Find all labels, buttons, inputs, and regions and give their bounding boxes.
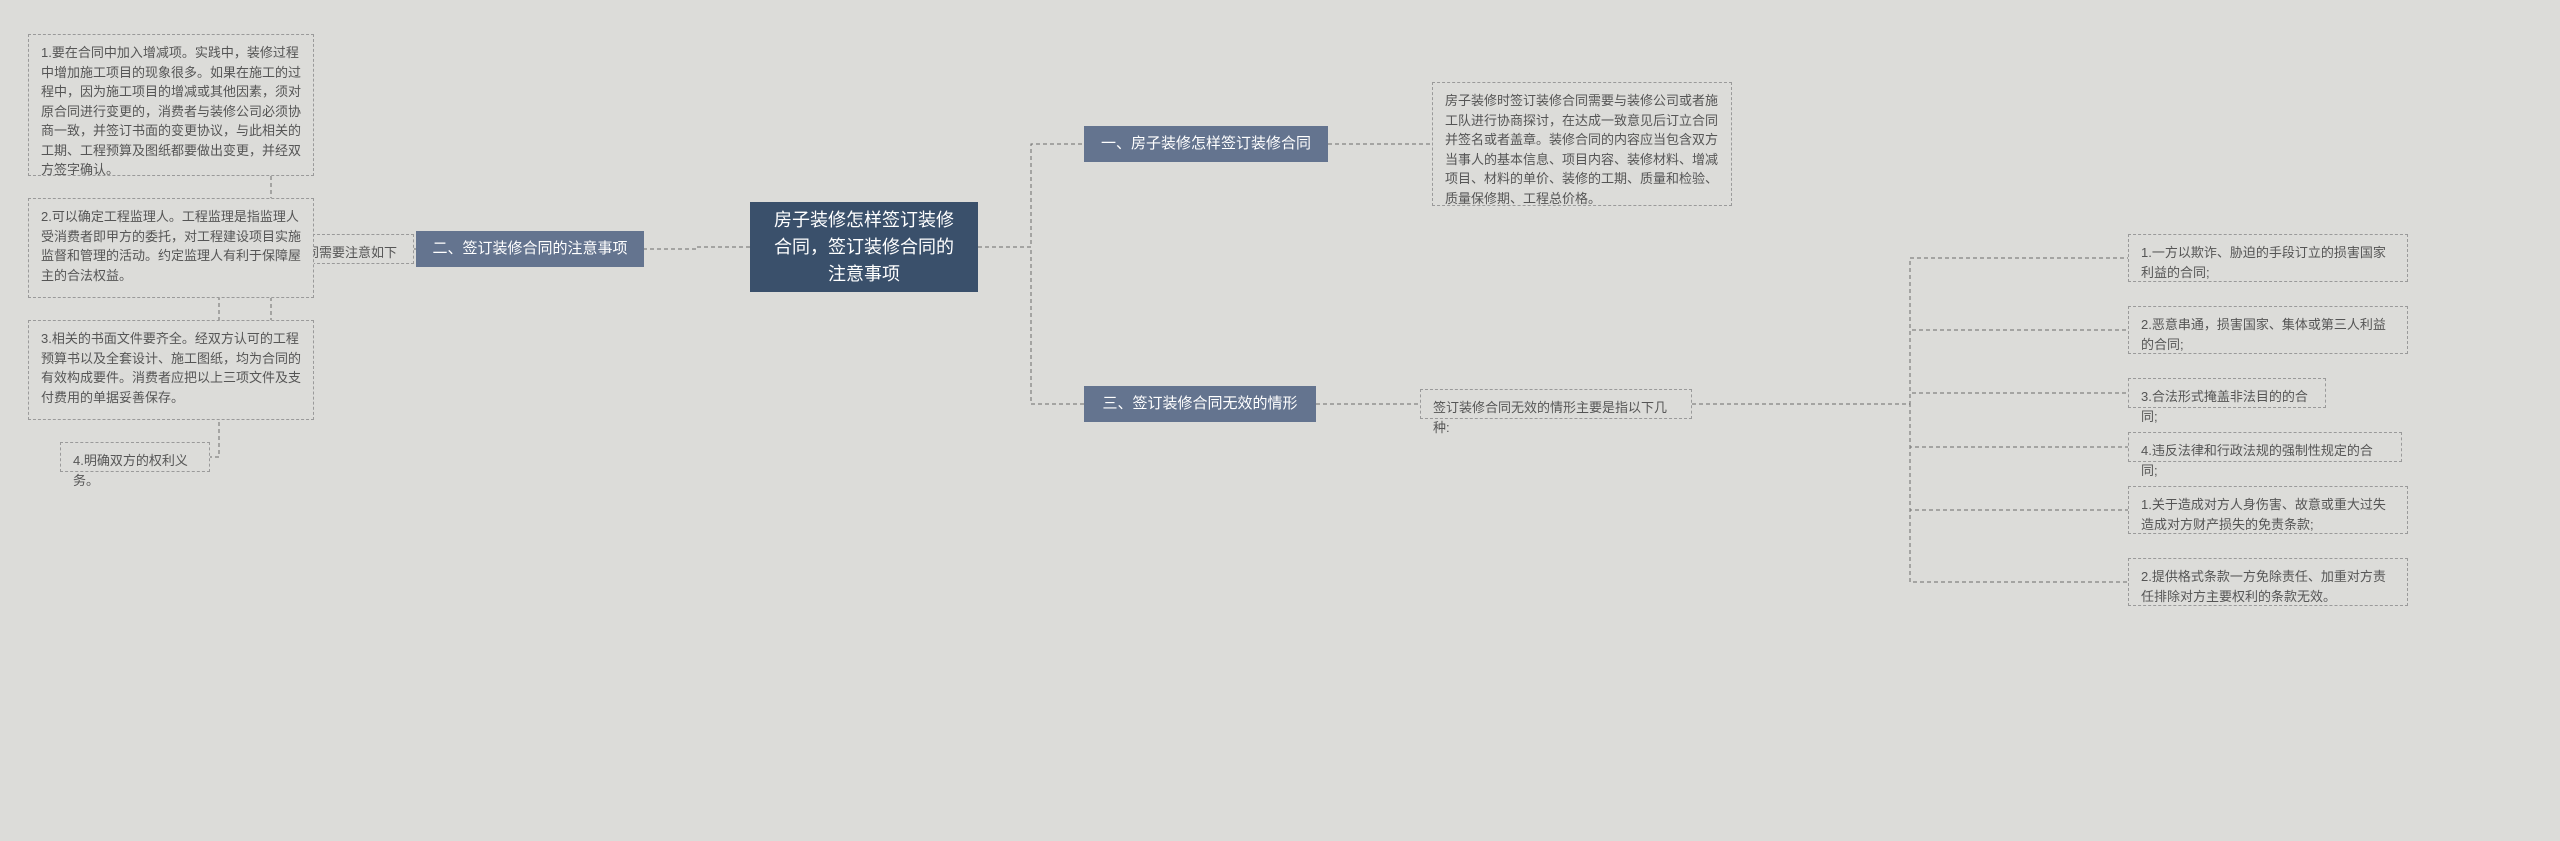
branch-3-leaf-6: 2.提供格式条款一方免除责任、加重对方责任排除对方主要权利的条款无效。 (2128, 558, 2408, 606)
branch-3-leaf-1: 1.一方以欺诈、胁迫的手段订立的损害国家利益的合同; (2128, 234, 2408, 282)
branch-2-label: 二、签订装修合同的注意事项 (432, 238, 627, 261)
root-node: 房子装修怎样签订装修合同，签订装修合同的注意事项 (750, 202, 978, 292)
branch-1-leaf-1: 房子装修时签订装修合同需要与装修公司或者施工队进行协商探讨，在达成一致意见后订立… (1432, 82, 1732, 206)
branch-1: 一、房子装修怎样签订装修合同 (1084, 126, 1328, 162)
branch-3-leaf-5: 1.关于造成对方人身伤害、故意或重大过失造成对方财产损失的免责条款; (2128, 486, 2408, 534)
branch-3-leaf-3: 3.合法形式掩盖非法目的的合同; (2128, 378, 2326, 408)
root-label: 房子装修怎样签订装修合同，签订装修合同的注意事项 (768, 207, 960, 288)
branch-1-label: 一、房子装修怎样签订装修合同 (1101, 133, 1311, 156)
branch-3-leaf-3-text: 3.合法形式掩盖非法目的的合同; (2141, 389, 2308, 424)
branch-3-leaf-1-text: 1.一方以欺诈、胁迫的手段订立的损害国家利益的合同; (2141, 245, 2386, 280)
branch-3: 三、签订装修合同无效的情形 (1084, 386, 1316, 422)
branch-2-leaf-3-text: 3.相关的书面文件要齐全。经双方认可的工程预算书以及全套设计、施工图纸，均为合同… (41, 331, 301, 405)
branch-2-leaf-2: 2.可以确定工程监理人。工程监理是指监理人受消费者即甲方的委托，对工程建设项目实… (28, 198, 314, 298)
branch-2-leaf-1-text: 1.要在合同中加入增减项。实践中，装修过程中增加施工项目的现象很多。如果在施工的… (41, 45, 301, 177)
branch-2: 二、签订装修合同的注意事项 (416, 231, 644, 267)
branch-3-leaf-5-text: 1.关于造成对方人身伤害、故意或重大过失造成对方财产损失的免责条款; (2141, 497, 2386, 532)
branch-2-leaf-3: 3.相关的书面文件要齐全。经双方认可的工程预算书以及全套设计、施工图纸，均为合同… (28, 320, 314, 420)
branch-3-leaf-4-text: 4.违反法律和行政法规的强制性规定的合同; (2141, 443, 2373, 478)
branch-3-leaf-2-text: 2.恶意串通，损害国家、集体或第三人利益的合同; (2141, 317, 2386, 352)
branch-2-leaf-2-text: 2.可以确定工程监理人。工程监理是指监理人受消费者即甲方的委托，对工程建设项目实… (41, 209, 301, 283)
branch-3-leaf-2: 2.恶意串通，损害国家、集体或第三人利益的合同; (2128, 306, 2408, 354)
branch-2-leaf-1: 1.要在合同中加入增减项。实践中，装修过程中增加施工项目的现象很多。如果在施工的… (28, 34, 314, 176)
branch-1-leaf-1-text: 房子装修时签订装修合同需要与装修公司或者施工队进行协商探讨，在达成一致意见后订立… (1445, 93, 1718, 206)
branch-3-label: 三、签订装修合同无效的情形 (1102, 393, 1297, 416)
branch-3-leaf-6-text: 2.提供格式条款一方免除责任、加重对方责任排除对方主要权利的条款无效。 (2141, 569, 2386, 604)
branch-2-leaf-4-text: 4.明确双方的权利义务。 (73, 453, 188, 488)
branch-2-leaf-4: 4.明确双方的权利义务。 (60, 442, 210, 472)
branch-3-intermediate: 签订装修合同无效的情形主要是指以下几种: (1420, 389, 1692, 419)
branch-3-intermediate-text: 签订装修合同无效的情形主要是指以下几种: (1433, 400, 1667, 435)
branch-3-leaf-4: 4.违反法律和行政法规的强制性规定的合同; (2128, 432, 2402, 462)
